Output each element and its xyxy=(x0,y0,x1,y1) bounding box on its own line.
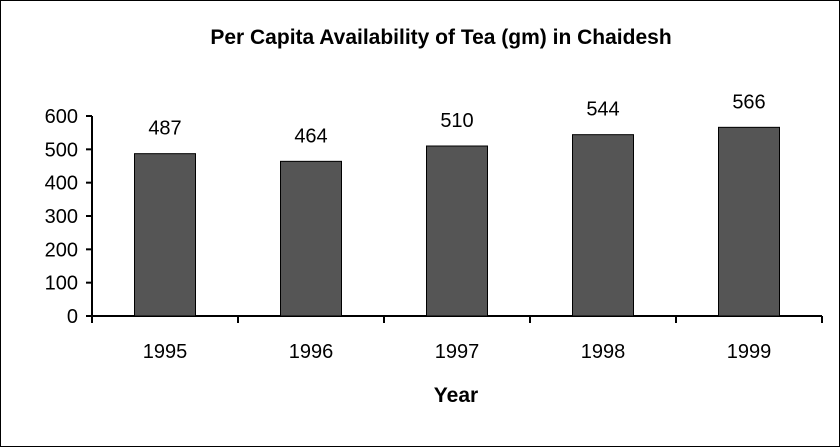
x-tick-label: 1999 xyxy=(727,341,772,363)
y-tick-label: 500 xyxy=(45,139,78,161)
x-axis: 1995 1996 1997 1998 1999 xyxy=(91,315,823,363)
data-label-1999: 566 xyxy=(732,91,765,113)
x-tick-label: 1996 xyxy=(289,341,334,363)
y-tick-label: 400 xyxy=(45,173,78,195)
x-axis-title: Year xyxy=(434,384,478,407)
bar-1999 xyxy=(718,126,780,317)
data-label-1996: 464 xyxy=(294,125,327,147)
y-tick-label: 300 xyxy=(45,206,78,228)
bar-1995 xyxy=(134,153,196,317)
x-tick-label: 1997 xyxy=(435,341,480,363)
y-axis: 0 100 200 300 400 500 600 xyxy=(45,106,93,328)
bars xyxy=(134,126,780,317)
bar-1996 xyxy=(280,160,342,317)
y-tick-label: 600 xyxy=(45,106,78,128)
bar-1997 xyxy=(426,145,488,317)
x-tick-label: 1995 xyxy=(143,341,188,363)
x-tick-label: 1998 xyxy=(581,341,626,363)
y-tick-label: 100 xyxy=(45,273,78,295)
data-labels: 487 464 510 544 566 xyxy=(148,91,765,147)
data-label-1997: 510 xyxy=(440,110,473,132)
y-tick-label: 200 xyxy=(45,239,78,261)
chart-title: Per Capita Availability of Tea (gm) in C… xyxy=(210,26,671,49)
y-tick-label: 0 xyxy=(67,306,78,328)
data-label-1995: 487 xyxy=(148,118,181,140)
data-label-1998: 544 xyxy=(586,99,619,121)
bar-1998 xyxy=(572,134,634,317)
